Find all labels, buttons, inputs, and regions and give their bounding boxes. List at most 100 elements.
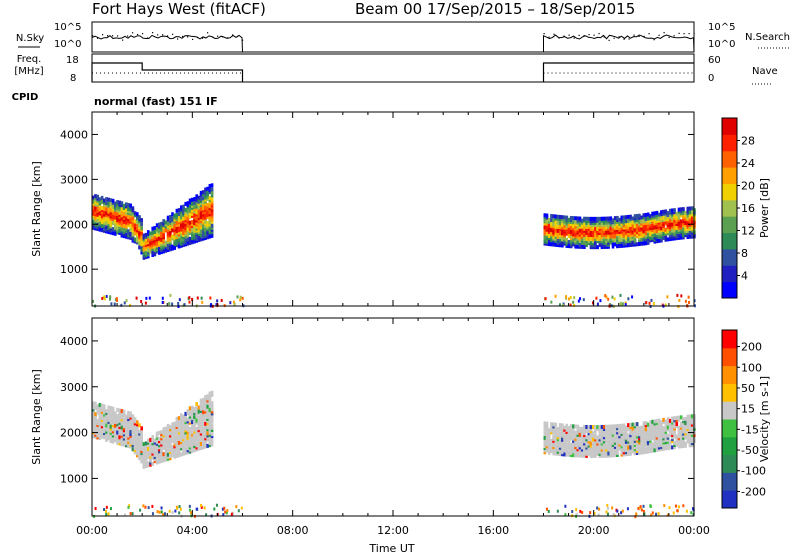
cell — [629, 443, 632, 448]
cell — [131, 208, 135, 213]
cell — [682, 229, 685, 234]
cell — [618, 227, 621, 232]
cell — [675, 417, 679, 422]
cell — [545, 421, 549, 426]
cell — [127, 435, 130, 440]
cell — [671, 422, 674, 427]
cell — [144, 249, 148, 254]
cell — [96, 225, 99, 230]
cell — [118, 416, 121, 421]
cell — [646, 220, 650, 225]
cell — [602, 218, 606, 223]
cell — [186, 225, 190, 230]
cell — [563, 219, 566, 224]
cell — [688, 230, 692, 235]
cell — [160, 434, 163, 439]
cell — [629, 422, 632, 427]
speck — [680, 294, 683, 298]
cell — [204, 231, 207, 236]
cell — [186, 221, 190, 226]
cell — [547, 233, 551, 238]
speck — [565, 296, 568, 300]
cell — [662, 436, 665, 441]
cell — [642, 225, 646, 230]
cell — [633, 226, 637, 231]
cell — [116, 420, 119, 425]
cell — [585, 220, 588, 225]
cell — [644, 216, 648, 221]
cell — [195, 406, 198, 411]
cell — [122, 426, 126, 431]
cell — [677, 235, 681, 240]
cell — [175, 222, 179, 227]
cell — [622, 229, 626, 234]
cell — [653, 213, 657, 218]
cell — [142, 247, 146, 252]
cell — [116, 436, 119, 441]
cell — [208, 420, 212, 425]
cell — [149, 243, 152, 248]
speck — [690, 511, 693, 515]
cell — [166, 434, 170, 439]
cell — [554, 451, 558, 456]
cell — [105, 435, 108, 440]
cell — [627, 445, 630, 450]
cell — [206, 435, 209, 440]
cell — [92, 413, 95, 418]
cell — [638, 221, 641, 226]
cell — [186, 446, 190, 451]
cell — [627, 237, 630, 242]
cell — [545, 227, 549, 232]
cell — [202, 234, 205, 239]
cell — [587, 232, 591, 237]
cell — [177, 436, 181, 441]
cell — [182, 214, 185, 219]
cell — [684, 216, 687, 221]
cell — [206, 414, 209, 419]
cell — [149, 444, 152, 449]
cell — [155, 227, 159, 232]
cell — [111, 198, 115, 203]
cell — [131, 422, 135, 427]
cell — [129, 219, 132, 224]
cell — [122, 228, 126, 233]
cell — [690, 418, 694, 423]
cell — [602, 234, 606, 239]
cell — [552, 449, 555, 454]
cell — [666, 419, 670, 424]
cell — [668, 420, 672, 425]
cell — [140, 442, 143, 447]
cell — [607, 230, 610, 235]
cell — [195, 402, 198, 407]
speck — [191, 297, 194, 301]
cell — [109, 418, 113, 423]
cell — [127, 431, 130, 436]
cell — [686, 420, 690, 425]
cell — [602, 449, 606, 454]
cell — [618, 436, 621, 441]
cell — [180, 243, 183, 248]
cell — [188, 222, 192, 227]
cell — [547, 227, 551, 232]
cell — [136, 447, 139, 452]
cell — [624, 225, 628, 230]
cell — [182, 218, 185, 223]
cell — [204, 409, 207, 414]
cell — [543, 421, 547, 426]
cell — [611, 228, 615, 233]
cell — [545, 427, 549, 432]
cell — [649, 430, 652, 435]
cell — [657, 445, 661, 450]
cell — [543, 431, 547, 436]
cell — [649, 222, 652, 227]
cell — [177, 432, 181, 437]
cell — [120, 440, 124, 445]
cell — [208, 206, 212, 211]
cell — [199, 423, 203, 428]
cell — [605, 439, 608, 444]
cell — [552, 434, 555, 439]
cell — [188, 200, 192, 205]
nsearch-dot — [232, 34, 234, 36]
cell — [583, 230, 586, 235]
cell — [208, 186, 212, 191]
